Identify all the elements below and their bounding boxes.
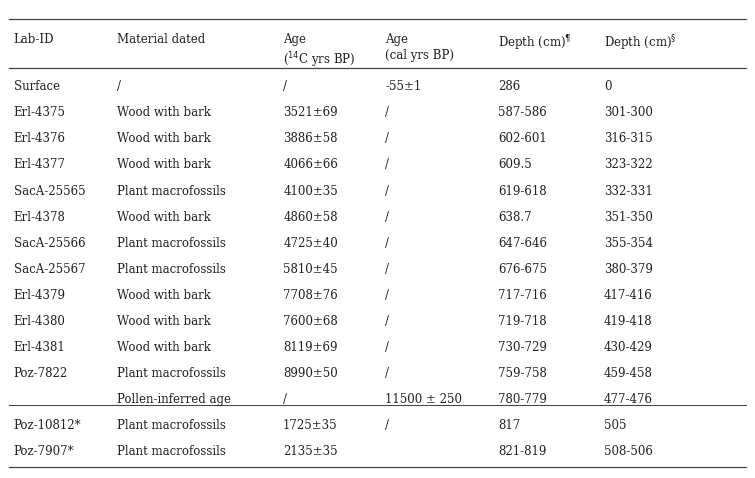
Text: SacA-25565: SacA-25565 [14,185,85,197]
Text: 505: 505 [604,419,627,432]
Text: Erl-4380: Erl-4380 [14,315,66,328]
Text: Surface: Surface [14,80,60,93]
Text: Erl-4377: Erl-4377 [14,159,66,172]
Text: 4100±35: 4100±35 [283,185,338,197]
Text: /: / [385,419,389,432]
Text: 380-379: 380-379 [604,263,653,276]
Text: 4860±58: 4860±58 [283,211,337,224]
Text: 4066±66: 4066±66 [283,159,338,172]
Text: 780-779: 780-779 [498,393,547,406]
Text: 459-458: 459-458 [604,367,653,380]
Text: /: / [385,107,389,120]
Text: Lab-ID: Lab-ID [14,33,54,46]
Text: /: / [385,263,389,276]
Text: Age
($^{14}$C yrs BP): Age ($^{14}$C yrs BP) [283,33,356,70]
Text: 8119±69: 8119±69 [283,341,337,354]
Text: 587-586: 587-586 [498,107,547,120]
Text: 430-429: 430-429 [604,341,653,354]
Text: 817: 817 [498,419,520,432]
Text: Pollen-inferred age: Pollen-inferred age [117,393,231,406]
Text: Poz-7822: Poz-7822 [14,367,68,380]
Text: 3886±58: 3886±58 [283,132,337,145]
Text: /: / [385,185,389,197]
Text: SacA-25566: SacA-25566 [14,237,85,250]
Text: Wood with bark: Wood with bark [117,211,211,224]
Text: 508-506: 508-506 [604,445,653,458]
Text: /: / [385,341,389,354]
Text: 477-476: 477-476 [604,393,653,406]
Text: Plant macrofossils: Plant macrofossils [117,445,226,458]
Text: 286: 286 [498,80,520,93]
Text: 0: 0 [604,80,612,93]
Text: 7708±76: 7708±76 [283,289,338,302]
Text: /: / [385,367,389,380]
Text: Erl-4378: Erl-4378 [14,211,66,224]
Text: Plant macrofossils: Plant macrofossils [117,185,226,197]
Text: 11500 ± 250: 11500 ± 250 [385,393,462,406]
Text: Erl-4379: Erl-4379 [14,289,66,302]
Text: Wood with bark: Wood with bark [117,132,211,145]
Text: /: / [117,80,121,93]
Text: Plant macrofossils: Plant macrofossils [117,237,226,250]
Text: Wood with bark: Wood with bark [117,315,211,328]
Text: 730-729: 730-729 [498,341,547,354]
Text: 8990±50: 8990±50 [283,367,338,380]
Text: /: / [283,393,287,406]
Text: 316-315: 316-315 [604,132,653,145]
Text: 7600±68: 7600±68 [283,315,338,328]
Text: Wood with bark: Wood with bark [117,289,211,302]
Text: 821-819: 821-819 [498,445,547,458]
Text: Wood with bark: Wood with bark [117,107,211,120]
Text: /: / [385,315,389,328]
Text: 676-675: 676-675 [498,263,547,276]
Text: /: / [385,159,389,172]
Text: Wood with bark: Wood with bark [117,159,211,172]
Text: Material dated: Material dated [117,33,205,46]
Text: 5810±45: 5810±45 [283,263,337,276]
Text: 351-350: 351-350 [604,211,653,224]
Text: Wood with bark: Wood with bark [117,341,211,354]
Text: Depth (cm)$^{\P}$: Depth (cm)$^{\P}$ [498,33,572,53]
Text: 417-416: 417-416 [604,289,653,302]
Text: Erl-4375: Erl-4375 [14,107,66,120]
Text: 4725±40: 4725±40 [283,237,338,250]
Text: Plant macrofossils: Plant macrofossils [117,419,226,432]
Text: /: / [385,237,389,250]
Text: Plant macrofossils: Plant macrofossils [117,367,226,380]
Text: 3521±69: 3521±69 [283,107,337,120]
Text: 301-300: 301-300 [604,107,653,120]
Text: 2135±35: 2135±35 [283,445,337,458]
Text: 323-322: 323-322 [604,159,652,172]
Text: 719-718: 719-718 [498,315,547,328]
Text: SacA-25567: SacA-25567 [14,263,85,276]
Text: 759-758: 759-758 [498,367,547,380]
Text: /: / [283,80,287,93]
Text: Plant macrofossils: Plant macrofossils [117,263,226,276]
Text: Poz-7907*: Poz-7907* [14,445,74,458]
Text: 355-354: 355-354 [604,237,653,250]
Text: -55±1: -55±1 [385,80,421,93]
Text: 647-646: 647-646 [498,237,547,250]
Text: 638.7: 638.7 [498,211,532,224]
Text: Age
(cal yrs BP): Age (cal yrs BP) [385,33,454,63]
Text: /: / [385,289,389,302]
Text: 602-601: 602-601 [498,132,547,145]
Text: Depth (cm)$^{\S}$: Depth (cm)$^{\S}$ [604,33,676,53]
Text: 717-716: 717-716 [498,289,547,302]
Text: 609.5: 609.5 [498,159,532,172]
Text: 419-418: 419-418 [604,315,652,328]
Text: Erl-4381: Erl-4381 [14,341,66,354]
Text: /: / [385,132,389,145]
Text: /: / [385,211,389,224]
Text: Poz-10812*: Poz-10812* [14,419,82,432]
Text: 1725±35: 1725±35 [283,419,337,432]
Text: 619-618: 619-618 [498,185,547,197]
Text: 332-331: 332-331 [604,185,653,197]
Text: Erl-4376: Erl-4376 [14,132,66,145]
